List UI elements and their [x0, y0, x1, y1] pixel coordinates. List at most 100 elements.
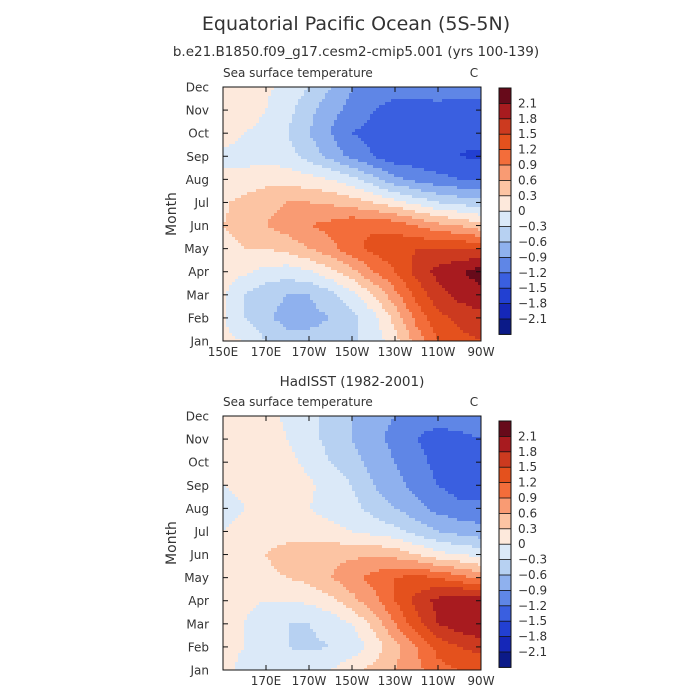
contour-cell — [421, 186, 425, 190]
contour-cell — [226, 234, 230, 238]
contour-cell — [289, 180, 293, 184]
contour-cell — [463, 129, 467, 133]
contour-cell — [379, 174, 383, 178]
contour-cell — [373, 129, 377, 133]
contour-cell — [376, 207, 380, 211]
contour-cell — [412, 246, 416, 250]
contour-cell — [274, 111, 278, 115]
contour-cell — [460, 147, 464, 151]
contour-cell — [355, 90, 359, 94]
contour-cell — [421, 246, 425, 250]
contour-cell — [343, 198, 347, 202]
contour-cell — [283, 90, 287, 94]
contour-cell — [475, 189, 479, 193]
contour-cell — [262, 93, 266, 97]
contour-cell — [259, 96, 263, 100]
contour-cell — [286, 162, 290, 166]
contour-cell — [427, 126, 431, 130]
contour-cell — [292, 186, 296, 190]
contour-cell — [406, 108, 410, 112]
contour-cell — [352, 252, 356, 256]
contour-cell — [295, 159, 299, 163]
contour-cell — [445, 96, 449, 100]
contour-cell — [439, 201, 443, 205]
contour-cell — [340, 186, 344, 190]
contour-cell — [238, 222, 242, 226]
contour-cell — [349, 228, 353, 232]
contour-cell — [271, 105, 275, 109]
contour-cell — [385, 102, 389, 106]
contour-cell — [466, 177, 470, 181]
contour-cell — [346, 243, 350, 247]
contour-cell — [340, 108, 344, 112]
contour-cell — [289, 189, 293, 193]
contour-cell — [265, 177, 269, 181]
contour-cell — [280, 183, 284, 187]
contour-cell — [289, 252, 293, 256]
contour-cell — [277, 102, 281, 106]
contour-cell — [265, 138, 269, 142]
contour-cell — [289, 186, 293, 190]
contour-cell — [472, 201, 476, 205]
contour-cell — [469, 213, 473, 217]
contour-cell — [448, 93, 452, 97]
contour-cell — [319, 144, 323, 148]
contour-cell — [463, 162, 467, 166]
contour-cell — [235, 99, 239, 103]
contour-cell — [400, 111, 404, 115]
contour-cell — [304, 180, 308, 184]
contour-cell — [226, 135, 230, 139]
contour-cell — [403, 156, 407, 160]
contour-cell — [457, 189, 461, 193]
contour-cell — [250, 210, 254, 214]
contour-cell — [376, 153, 380, 157]
contour-cell — [385, 141, 389, 145]
contour-cell — [262, 108, 266, 112]
contour-cell — [265, 213, 269, 217]
contour-cell — [325, 132, 329, 136]
contour-cell — [292, 174, 296, 178]
contour-cell — [283, 258, 287, 262]
contour-cell — [436, 102, 440, 106]
contour-cell — [253, 153, 257, 157]
contour-cell — [361, 168, 365, 172]
contour-cell — [397, 255, 401, 259]
contour-cell — [298, 105, 302, 109]
contour-cell — [292, 234, 296, 238]
contour-cell — [445, 156, 449, 160]
contour-cell — [310, 147, 314, 151]
contour-cell — [427, 180, 431, 184]
contour-cell — [277, 123, 281, 127]
contour-cell — [247, 165, 251, 169]
contour-cell — [307, 207, 311, 211]
contour-cell — [409, 99, 413, 103]
contour-cell — [409, 252, 413, 256]
contour-cell — [268, 177, 272, 181]
contour-cell — [238, 234, 242, 238]
contour-cell — [301, 228, 305, 232]
contour-cell — [262, 156, 266, 160]
contour-cell — [466, 198, 470, 202]
contour-cell — [334, 216, 338, 220]
contour-cell — [466, 231, 470, 235]
contour-cell — [478, 135, 482, 139]
contour-cell — [457, 219, 461, 223]
contour-cell — [274, 93, 278, 97]
contour-cell — [400, 198, 404, 202]
contour-cell — [388, 255, 392, 259]
contour-cell — [316, 132, 320, 136]
contour-cell — [271, 183, 275, 187]
contour-cell — [394, 99, 398, 103]
contour-cell — [364, 189, 368, 193]
contour-cell — [337, 246, 341, 250]
contour-cell — [385, 135, 389, 139]
contour-cell — [334, 204, 338, 208]
contour-cell — [445, 198, 449, 202]
contour-cell — [370, 123, 374, 127]
contour-cell — [418, 138, 422, 142]
contour-cell — [421, 243, 425, 247]
contour-cell — [478, 162, 482, 166]
contour-cell — [274, 255, 278, 259]
contour-cell — [397, 192, 401, 196]
contour-cell — [367, 201, 371, 205]
